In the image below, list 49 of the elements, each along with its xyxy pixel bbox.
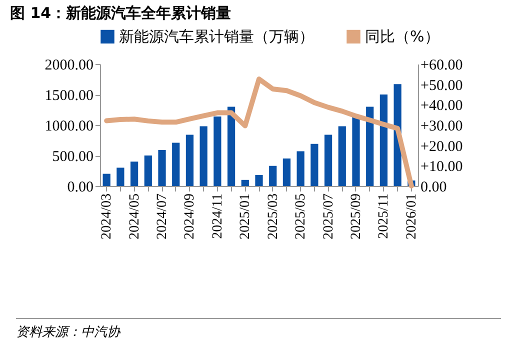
bar (227, 106, 236, 186)
x-tick-label: 2024/11 (210, 194, 226, 239)
bar (241, 180, 249, 186)
bar (116, 168, 124, 186)
bar (296, 151, 304, 186)
bar (214, 116, 222, 186)
y2-tick-label: +50.00 (420, 78, 463, 94)
bar (324, 134, 332, 186)
legend-label: 同比（%） (365, 28, 440, 46)
x-tick-label: 2024/05 (127, 194, 142, 240)
x-tick-label: 2025/05 (294, 194, 309, 240)
x-tick-label: 2025/09 (348, 194, 364, 240)
x-tick-label: 2024/09 (182, 194, 198, 240)
x-tick-label: 2026/01 (404, 194, 420, 240)
x-tick-label: 2024/07 (155, 194, 170, 240)
bar (144, 156, 152, 186)
x-tick-label: 2025/11 (376, 194, 392, 239)
y2-tick-label: +30.00 (420, 118, 463, 134)
y2-tick-label: 0.00 (420, 180, 447, 196)
bar (282, 158, 291, 186)
x-tick-label: 2024/03 (100, 194, 115, 240)
bar (380, 94, 388, 186)
y2-tick-label: +60.00 (420, 58, 463, 74)
bar (130, 162, 138, 186)
legend-label: 新能源汽车累计销量（万辆） (119, 28, 314, 46)
chart-title: 图 14：新能源汽车全年累计销量 (10, 4, 232, 22)
y-tick-label: 500.00 (52, 149, 94, 165)
x-tick-label: 2025/03 (266, 194, 281, 240)
y-tick-label: 1000.00 (44, 118, 94, 134)
text: 资料来源：中汽协 (16, 318, 501, 341)
bar (102, 174, 110, 186)
bar (310, 144, 318, 186)
bar (352, 116, 360, 186)
bar (366, 106, 374, 186)
y2-tick-label: +40.00 (420, 98, 463, 114)
x-tick-label: 2025/07 (321, 194, 336, 240)
y2-tick-label: +20.00 (420, 138, 463, 155)
y-tick-label: 2000.00 (44, 58, 94, 74)
y2-tick-label: +10.00 (420, 159, 463, 176)
bar (338, 126, 346, 186)
y-tick-label: 0.00 (67, 180, 94, 196)
bar (158, 150, 166, 186)
bar (255, 175, 263, 186)
x-tick-label: 2025/01 (238, 194, 254, 240)
bar (269, 166, 277, 186)
bar (172, 142, 180, 186)
bar (186, 134, 194, 186)
bar (200, 126, 208, 186)
y-tick-label: 1500.00 (44, 88, 94, 104)
